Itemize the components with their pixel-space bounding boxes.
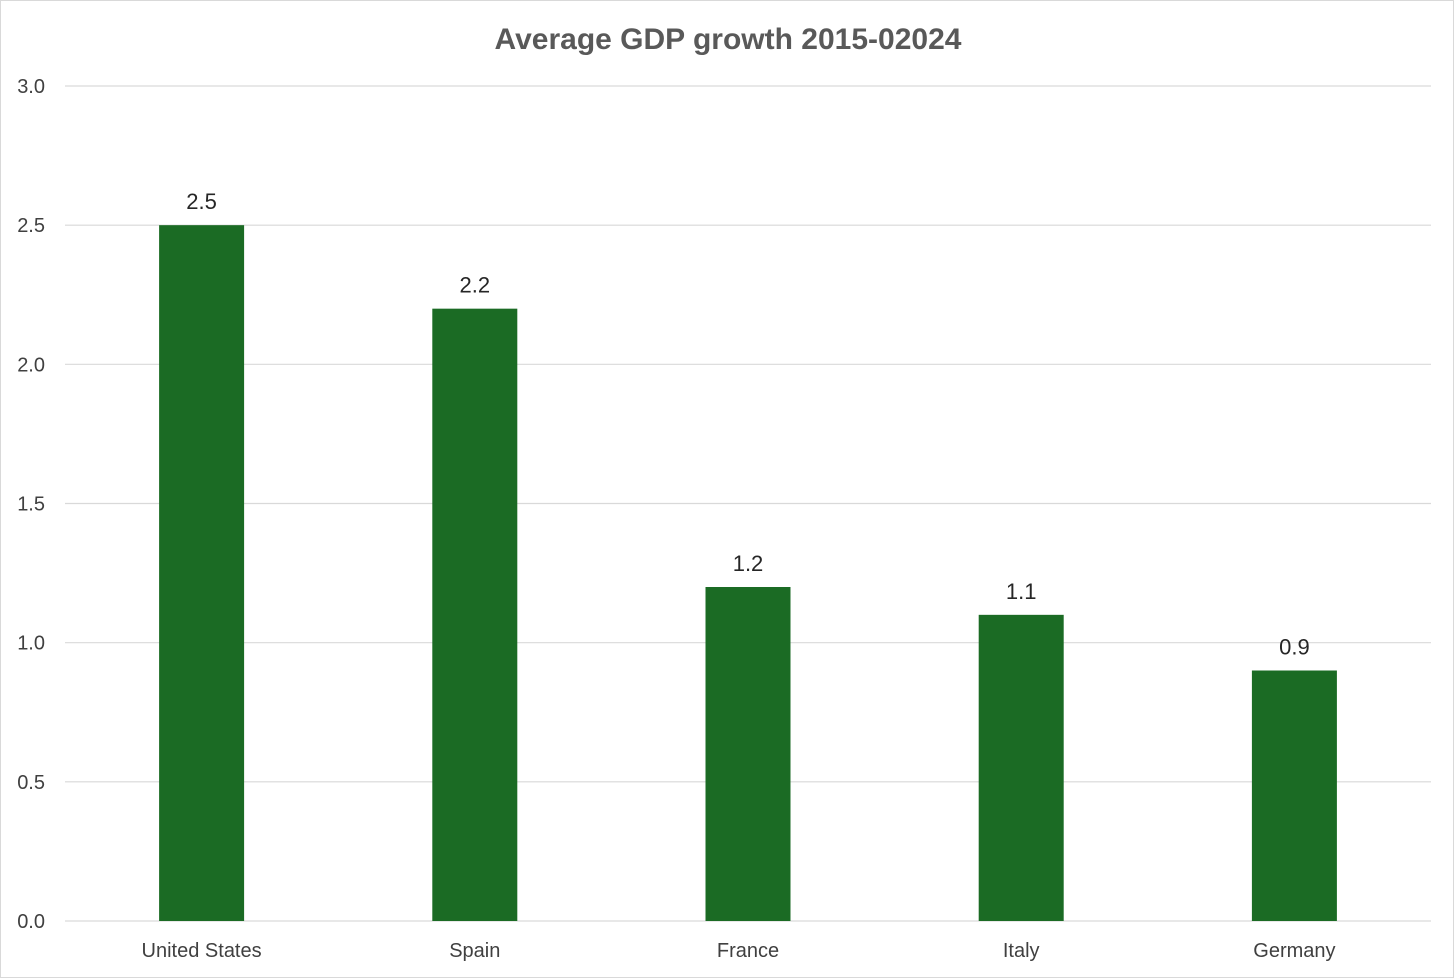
data-labels: 2.5 2.2 1.2 1.1 0.9 [186, 189, 1309, 659]
x-tick-label: Spain [449, 940, 500, 962]
data-label: 2.5 [186, 189, 217, 214]
chart-title: Average GDP growth 2015-02024 [495, 23, 962, 56]
bars [159, 225, 1337, 922]
data-label: 1.1 [1006, 579, 1037, 604]
bar-germany [1251, 670, 1337, 921]
data-label: 0.9 [1279, 635, 1310, 660]
y-tick-label: 0.0 [17, 911, 45, 933]
x-tick-label: Germany [1253, 940, 1335, 962]
x-tick-label: Italy [1003, 940, 1040, 962]
x-tick-label: France [717, 940, 779, 962]
y-tick-label: 1.5 [17, 494, 45, 516]
y-tick-label: 2.5 [17, 215, 45, 237]
data-label: 2.2 [460, 273, 491, 298]
data-label: 1.2 [733, 551, 764, 576]
y-tick-label: 0.5 [17, 772, 45, 794]
y-tick-label: 1.0 [17, 633, 45, 655]
x-tick-label: United States [142, 940, 262, 962]
x-axis: United States Spain France Italy Germany [142, 940, 1336, 962]
y-tick-label: 3.0 [17, 76, 45, 98]
y-tick-label: 2.0 [17, 354, 45, 376]
bar-spain [432, 308, 518, 922]
bar-italy [978, 614, 1064, 921]
bar-france [705, 587, 791, 921]
y-axis: 0.0 0.5 1.0 1.5 2.0 2.5 3.0 [17, 76, 45, 933]
bar-united-states [159, 225, 245, 921]
